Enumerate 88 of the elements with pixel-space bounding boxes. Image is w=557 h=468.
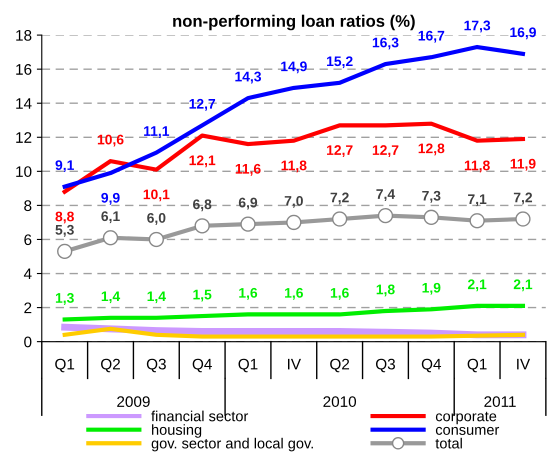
y-tick-label: 12 xyxy=(16,132,32,143)
y-tick-label: 4 xyxy=(24,268,32,280)
x-tick-label: IV xyxy=(288,358,301,370)
legend-label: corporate xyxy=(436,412,496,424)
legend-label: gov. sector and local gov. xyxy=(152,438,313,452)
data-label: 6,8 xyxy=(193,199,212,212)
data-label: 9,1 xyxy=(56,160,74,172)
data-label: 10,6 xyxy=(98,134,124,146)
data-label: 6,9 xyxy=(238,198,258,210)
text: 2010 xyxy=(323,396,356,408)
data-label: 11,1 xyxy=(144,126,170,138)
data-label: 11,8 xyxy=(464,160,490,172)
data-label: 12,7 xyxy=(327,145,353,158)
data-label: 1,3 xyxy=(56,293,74,305)
x-tick-label: Q4 xyxy=(192,358,212,372)
data-label: 1,4 xyxy=(148,291,166,304)
data-label: 12,1 xyxy=(190,155,216,168)
point xyxy=(378,208,394,224)
x-tick-label: IV xyxy=(517,358,530,370)
data-label: 17,3 xyxy=(464,20,490,32)
x-tick-label: Q1 xyxy=(238,358,258,372)
data-label: 12,7 xyxy=(372,145,398,158)
data-label: 16,7 xyxy=(418,30,444,43)
point xyxy=(194,218,210,234)
x-tick-label: Q3 xyxy=(146,358,166,372)
legend-label: total xyxy=(436,438,462,449)
data-label: 7,0 xyxy=(284,196,303,208)
y-tick-label: 6 xyxy=(24,234,32,246)
point xyxy=(148,232,164,248)
chart-title: non-performing loan ratios (%) xyxy=(173,14,415,30)
data-label: 1,6 xyxy=(330,288,349,300)
data-label: 1,4 xyxy=(102,291,120,304)
data-label: 11,6 xyxy=(236,164,261,176)
data-label: 7,2 xyxy=(514,192,532,204)
data-label: 1,9 xyxy=(422,282,440,295)
line-series xyxy=(62,304,526,322)
point xyxy=(102,230,118,246)
data-label: 7,2 xyxy=(330,192,349,204)
point xyxy=(515,211,531,227)
point xyxy=(240,216,256,232)
data-label: 11,8 xyxy=(282,160,307,172)
legend-label: consumer xyxy=(436,426,500,435)
data-label: 15,2 xyxy=(327,56,353,68)
data-label: 5,3 xyxy=(55,224,74,237)
y-tick-label: 18 xyxy=(16,30,32,41)
legend-label: housing xyxy=(152,424,202,438)
data-label: 1,6 xyxy=(285,288,303,300)
x-tick-label: Q2 xyxy=(330,358,350,372)
text: 2009 xyxy=(117,396,150,408)
data-label: 6,0 xyxy=(147,212,166,225)
x-tick-label: Q3 xyxy=(376,358,395,372)
y-tick-label: 14 xyxy=(16,98,32,109)
point xyxy=(469,213,485,228)
data-label: 2,1 xyxy=(514,279,532,292)
data-label: 1,8 xyxy=(376,284,395,296)
text: 2011 xyxy=(484,396,516,408)
point xyxy=(332,211,348,227)
x-tick-label: Q1 xyxy=(468,358,487,372)
data-label: 10,1 xyxy=(144,189,170,202)
data-label: 14,9 xyxy=(281,61,307,74)
data-label: 16,3 xyxy=(372,38,398,50)
y-tick-label: 0 xyxy=(24,336,32,348)
data-label: 1,6 xyxy=(239,288,258,300)
point xyxy=(57,244,72,260)
data-label: 8,8 xyxy=(55,212,74,224)
y-tick-label: 2 xyxy=(24,302,32,314)
data-label: 16,9 xyxy=(510,27,536,40)
x-tick-label: Q4 xyxy=(422,358,442,372)
data-label: 7,1 xyxy=(468,194,486,206)
data-label: 7,4 xyxy=(376,189,396,201)
line-series xyxy=(62,326,526,339)
data-label: 1,5 xyxy=(193,290,212,302)
data-label: 12,7 xyxy=(190,98,216,111)
y-tick-label: 16 xyxy=(16,64,32,75)
point xyxy=(286,214,302,230)
legend-label: financial sector xyxy=(151,410,248,422)
data-label: 6,1 xyxy=(101,211,120,224)
data-label: 12,8 xyxy=(418,143,444,156)
data-label: 7,3 xyxy=(422,190,440,203)
x-tick-label: Q2 xyxy=(101,358,120,372)
data-label: 2,1 xyxy=(468,279,486,292)
y-tick-label: 8 xyxy=(24,200,32,212)
point xyxy=(424,210,439,225)
x-tick-label: Q1 xyxy=(55,358,74,372)
data-label: 9,9 xyxy=(101,192,120,205)
y-tick-label: 10 xyxy=(16,166,32,178)
data-label: 11,9 xyxy=(510,158,536,171)
data-label: 14,3 xyxy=(235,72,262,84)
